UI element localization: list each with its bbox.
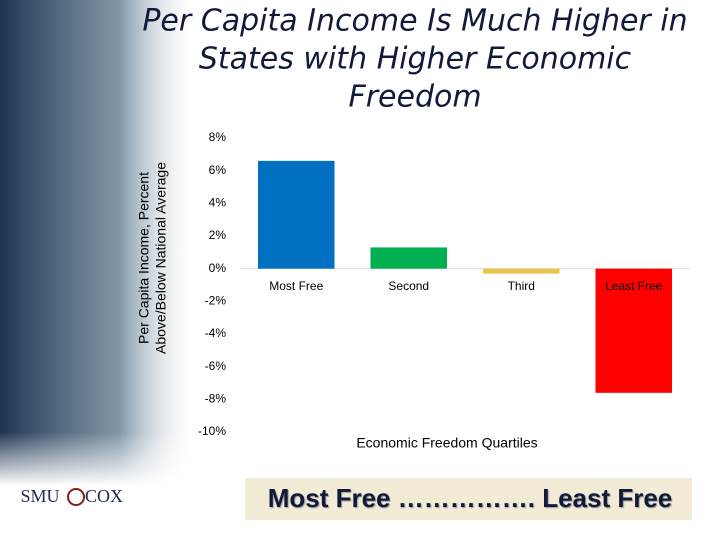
- bar: [370, 247, 447, 269]
- bar: [595, 268, 672, 393]
- y-tick-label: -2%: [205, 294, 227, 308]
- logo-seal: [67, 488, 85, 506]
- y-tick-label: 0%: [209, 261, 227, 275]
- x-axis-label: Economic Freedom Quartiles: [356, 435, 537, 451]
- x-tick-label: Second: [388, 279, 429, 293]
- y-tick-label: -10%: [198, 424, 226, 438]
- background-fade: [0, 0, 200, 540]
- logo-text: SMU: [20, 486, 59, 506]
- y-tick-label: -8%: [205, 392, 227, 406]
- chart-title: Per Capita Income Is Much Higher in: [142, 4, 687, 39]
- y-tick-label: 8%: [209, 130, 227, 144]
- logo: SMU COX: [20, 486, 123, 506]
- y-tick-label: 4%: [209, 196, 227, 210]
- y-tick-label: 2%: [209, 228, 227, 242]
- y-tick-label: 6%: [209, 163, 227, 177]
- x-tick-label: Third: [508, 279, 535, 293]
- banner: Most Free ……………. Least Free: [245, 478, 692, 520]
- chart-title: Freedom: [348, 80, 481, 115]
- y-axis-label: Above/Below National Average: [153, 162, 169, 354]
- banner-text: Most Free ……………. Least Free: [268, 483, 673, 513]
- logo-text: COX: [85, 486, 123, 506]
- banner-box: [245, 478, 692, 520]
- chart-title: States with Higher Economic: [199, 42, 632, 77]
- bar: [483, 268, 560, 274]
- x-tick-label: Most Free: [269, 279, 323, 293]
- bar: [258, 160, 335, 269]
- y-tick-label: -6%: [205, 359, 227, 373]
- y-tick-label: -4%: [205, 326, 227, 340]
- y-axis-label: Per Capita Income, Percent: [136, 172, 152, 344]
- x-tick-label: Least Free: [605, 279, 663, 293]
